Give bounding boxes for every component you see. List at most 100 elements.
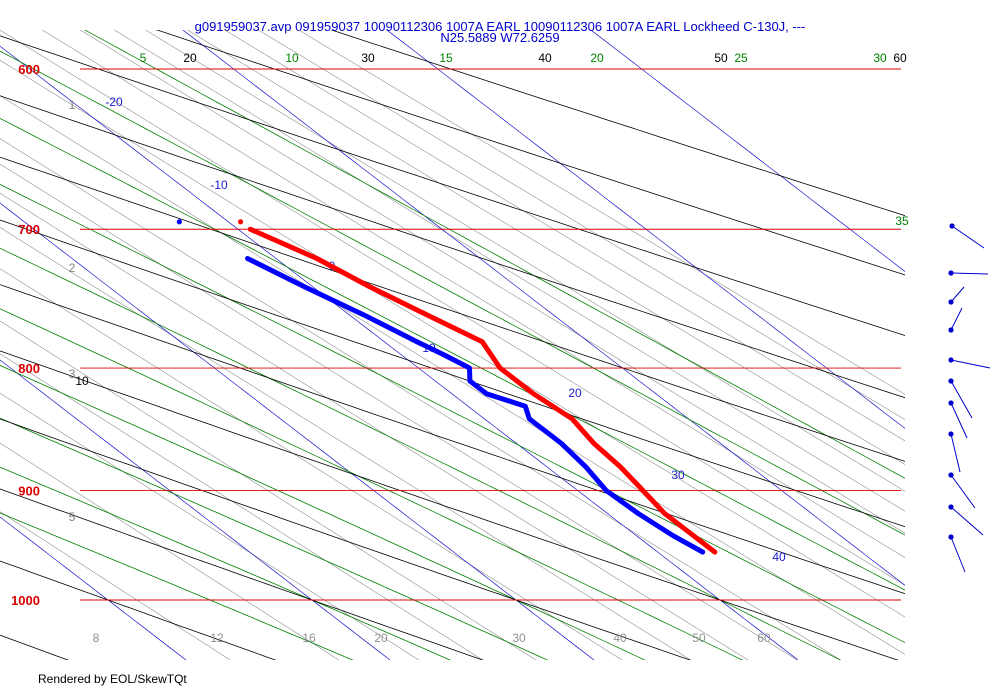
- wind-barb-base: [948, 378, 954, 384]
- moist-adiabat-label: 10: [285, 51, 299, 65]
- dry-adiabat-label: 60: [893, 51, 907, 65]
- moist-adiabat-label: 20: [590, 51, 604, 65]
- dry-adiabat-lines: [0, 30, 905, 660]
- mixing-ratio-line: [0, 226, 692, 660]
- mixing-ratio-label: 12: [210, 631, 224, 645]
- wind-barb: [950, 506, 984, 536]
- mixing-ratio-label: 20: [374, 631, 388, 645]
- chart-title-line1: g091959037.avp 091959037 10090112306 100…: [195, 19, 806, 34]
- mixing-ratio-line: [113, 30, 905, 512]
- wind-barb: [950, 536, 966, 573]
- dry-adiabat-line: [0, 284, 905, 595]
- mixing-ratio-line: [144, 30, 905, 492]
- moist-adiabat-line: [0, 50, 905, 536]
- dry-adiabat-line: [155, 30, 905, 276]
- wind-barb-base: [948, 357, 954, 363]
- mixing-ratio-line: [0, 268, 623, 660]
- height-label: 1: [69, 98, 76, 112]
- dry-adiabat-line: [0, 350, 899, 660]
- wind-barb-base: [948, 270, 954, 276]
- wind-barb: [950, 474, 976, 509]
- wind-barb-base: [948, 534, 954, 540]
- chart-title-line2: N25.5889 W72.6259: [440, 30, 559, 45]
- mixing-ratio-line: [41, 30, 905, 559]
- dewpoint-profile: [245, 256, 706, 555]
- dry-adiabat-line: [0, 418, 692, 660]
- moist-adiabat-label: 5: [140, 51, 147, 65]
- mixing-ratio-lines: [0, 30, 905, 660]
- pressure-label: 700: [18, 222, 40, 237]
- temperature-profile: [247, 226, 718, 555]
- isotherm-line: [590, 30, 905, 273]
- mixing-ratio-line: [0, 353, 484, 660]
- wind-barb-base: [948, 431, 954, 437]
- isobar-lines: [80, 68, 901, 601]
- dewpoint-marker: [176, 219, 182, 225]
- wind-barb-base: [948, 472, 954, 478]
- mixing-ratio-line: [0, 138, 842, 660]
- dry-adiabat-label: 50: [714, 51, 728, 65]
- isotherm-label: 40: [772, 550, 786, 564]
- wind-barb: [950, 286, 965, 303]
- moist-adiabat-line: [0, 512, 354, 660]
- dry-adiabat-label: 10: [75, 374, 89, 388]
- mixing-ratio-line: [0, 163, 798, 660]
- mixing-ratio-line: [0, 511, 231, 660]
- dry-adiabat-label: 20: [183, 51, 197, 65]
- isotherm-line: [0, 202, 595, 660]
- mixing-ratio-label: 16: [302, 631, 316, 645]
- wind-barb-base: [948, 400, 954, 406]
- moist-adiabat-line: [84, 30, 905, 479]
- mixing-ratio-label: 40: [613, 631, 627, 645]
- mixing-ratio-label: 60: [757, 631, 771, 645]
- mixing-ratio-line: [0, 95, 905, 655]
- moist-adiabat-label: 15: [439, 51, 453, 65]
- moist-adiabat-label: 35: [895, 214, 909, 228]
- mixing-ratio-line: [0, 320, 537, 660]
- moist-adiabat-line: [0, 308, 744, 660]
- wind-barb: [950, 272, 989, 275]
- temperature-marker: [237, 219, 244, 225]
- mixing-ratio-label: 8: [93, 631, 100, 645]
- moist-adiabat-line: [0, 247, 842, 660]
- mixing-ratio-line: [0, 59, 905, 618]
- wind-barb-base: [948, 504, 954, 510]
- wind-barb: [951, 225, 985, 249]
- isotherm-line: [0, 516, 187, 660]
- mixing-ratio-line: [0, 392, 420, 660]
- mixing-ratio-line: [0, 442, 340, 660]
- mixing-ratio-line: [0, 30, 905, 586]
- mixing-ratio-line: [257, 30, 905, 421]
- mixing-ratio-line: [0, 192, 749, 660]
- isotherm-line: [0, 45, 799, 660]
- mixing-ratio-label: 50: [692, 631, 706, 645]
- wind-barb: [950, 359, 991, 369]
- dry-adiabat-line: [0, 95, 905, 399]
- height-label: 3: [69, 367, 76, 381]
- moist-adiabat-label: 30: [873, 51, 887, 65]
- wind-barb: [950, 433, 961, 473]
- dry-adiabat-line: [0, 560, 277, 660]
- moist-adiabat-label: 25: [734, 51, 748, 65]
- mixing-ratio-label: 30: [512, 631, 526, 645]
- wind-barbs: [948, 223, 991, 573]
- wind-barb-base: [948, 299, 954, 305]
- dry-adiabat-label: 40: [538, 51, 552, 65]
- pressure-label: 1000: [11, 593, 40, 608]
- isotherm-label: 20: [568, 386, 582, 400]
- pressure-label: 600: [18, 62, 40, 77]
- moist-adiabat-line: [0, 466, 452, 660]
- dry-adiabat-line: [330, 30, 905, 217]
- isotherm-line: [0, 0, 8, 680]
- render-credit: Rendered by EOL/SkewTQt: [38, 672, 187, 686]
- height-label: 2: [69, 261, 76, 275]
- dry-adiabat-line: [0, 219, 905, 528]
- moist-adiabat-line: [0, 417, 549, 660]
- mixing-ratio-line: [79, 30, 905, 534]
- dry-adiabat-line: [0, 488, 484, 660]
- isotherm-lines: [0, 0, 905, 680]
- height-label: 5: [69, 510, 76, 524]
- dry-adiabat-label: 30: [361, 51, 375, 65]
